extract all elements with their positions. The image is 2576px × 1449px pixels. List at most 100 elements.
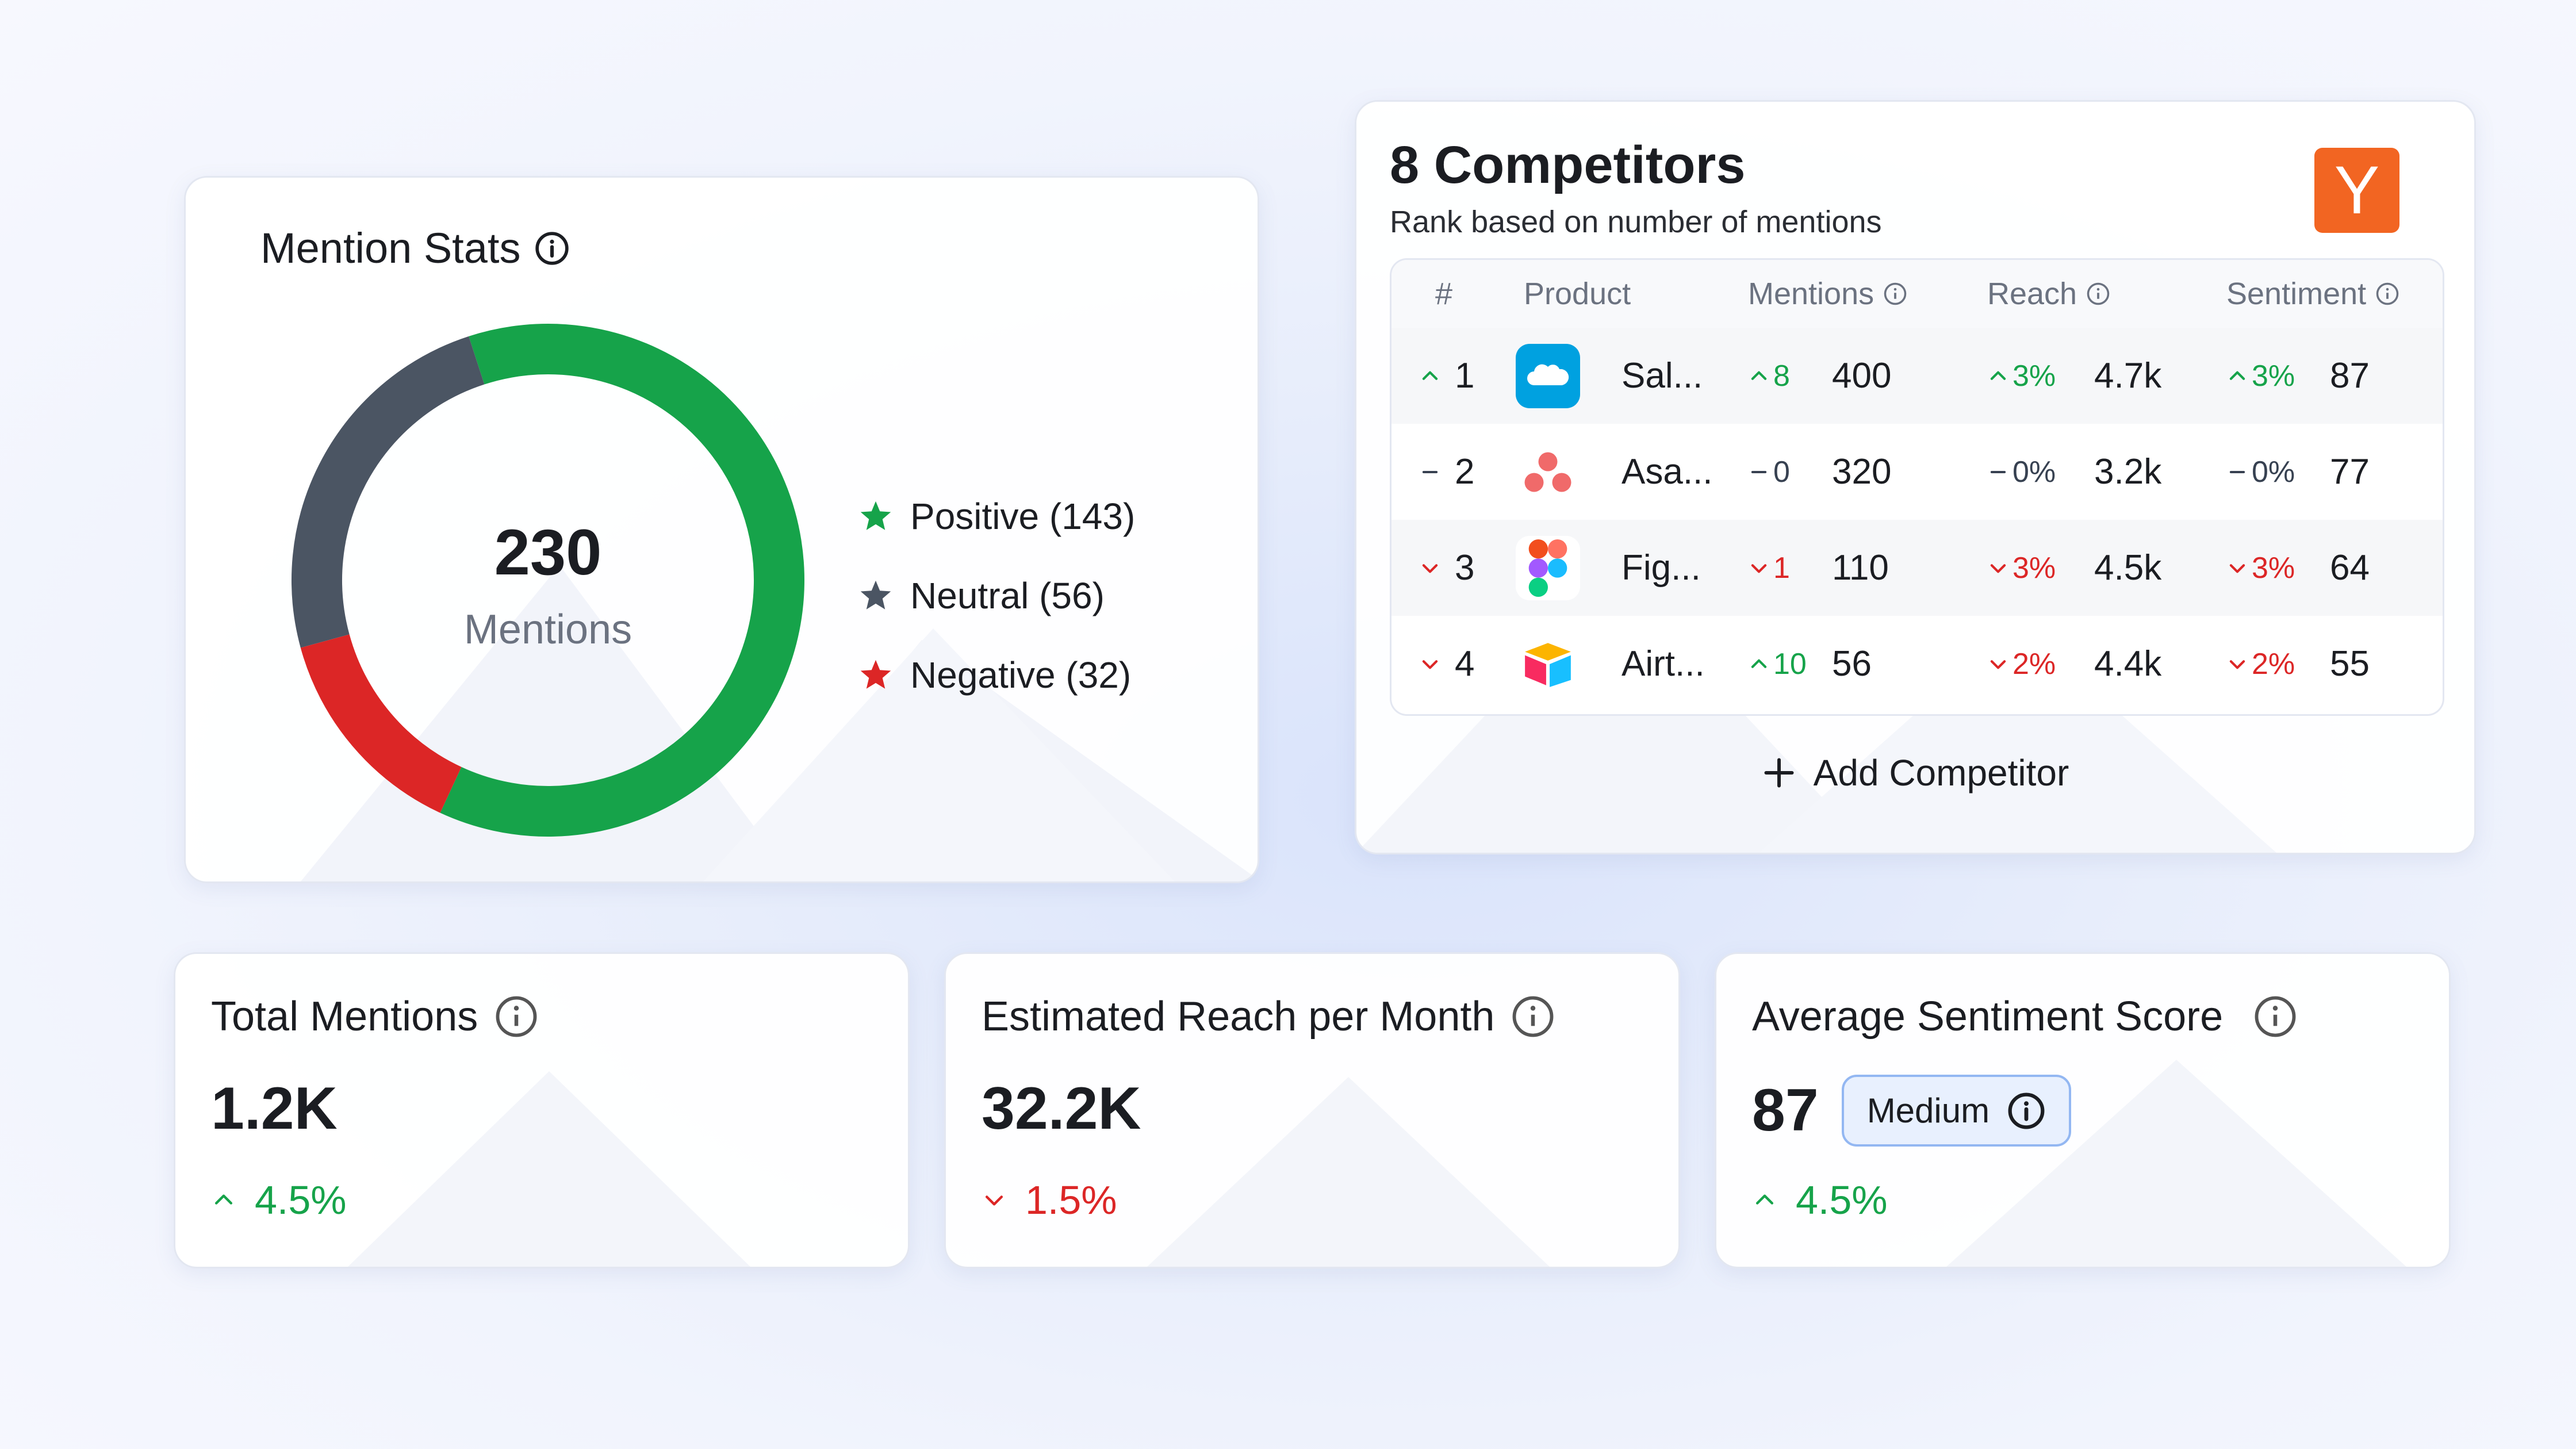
table-row[interactable]: 2 Asa... 0 320 0% 3.2k 0% 77 (1392, 424, 2443, 520)
table-row[interactable]: 1 Sal... 8 400 3% 4.7k 3% 87 (1392, 328, 2443, 424)
salesforce-logo-icon (1516, 343, 1580, 408)
dash-icon (1990, 470, 2006, 473)
product-logo (1516, 328, 1580, 424)
sentiment-value: 87 (2330, 356, 2370, 396)
sentiment-value-cell: 55 (2330, 616, 2370, 712)
chevron-up-icon (1751, 371, 1767, 380)
rank-cell: 1 (1419, 328, 1474, 424)
mentions-cell: 10 (1748, 616, 1807, 712)
info-icon[interactable] (534, 231, 570, 266)
airtable-logo-icon (1516, 631, 1580, 696)
sentiment-cell: 3% (2226, 520, 2295, 616)
mentions-value: 110 (1832, 548, 1889, 588)
mention-stats-title-text: Mention Stats (260, 224, 521, 272)
chevron-up-icon (2229, 371, 2245, 380)
average-sentiment-title-text: Average Sentiment Score (1752, 994, 2224, 1040)
sentiment-value: 64 (2330, 548, 2370, 588)
table-row[interactable]: 3 Fig... 1 110 3% 4.5k 3% 64 (1392, 520, 2443, 616)
product-name-text: Fig... (1621, 548, 1701, 588)
product-name-text: Airt... (1621, 644, 1705, 684)
sentiment-cell: 3% (2226, 328, 2295, 424)
rank-value: 1 (1455, 356, 1475, 396)
legend-positive: Positive (143) (858, 477, 1135, 556)
chevron-down-icon (1422, 660, 1438, 669)
info-icon[interactable] (1511, 994, 1555, 1039)
donut-total: 230 (494, 516, 602, 588)
sentiment-level-label: Medium (1866, 1091, 1990, 1130)
rank-cell: 2 (1419, 424, 1474, 520)
reach-trend: 0% (1987, 455, 2056, 489)
reach-cell: 3% (1987, 520, 2056, 616)
chevron-down-icon (2229, 660, 2245, 669)
sentiment-delta: 0% (2252, 455, 2295, 489)
add-competitor-label: Add Competitor (1813, 752, 2069, 793)
chevron-up-icon (1755, 1194, 1774, 1205)
rank-trend (1419, 653, 1441, 675)
sentiment-trend: 3% (2226, 551, 2295, 585)
header-mentions: Mentions (1748, 260, 1907, 328)
reach-trend: 3% (1987, 359, 2056, 393)
average-sentiment-value: 87 (1752, 1077, 1819, 1144)
mentions-delta: 10 (1773, 647, 1807, 681)
estimated-reach-title: Estimated Reach per Month (982, 993, 1555, 1040)
header-product: Product (1524, 260, 1631, 328)
total-mentions-card: Total Mentions 1.2K 4.5% (174, 952, 910, 1268)
chevron-down-icon (2229, 564, 2245, 573)
info-icon[interactable] (2375, 282, 2399, 306)
sentiment-cell: 2% (2226, 616, 2295, 712)
background-mountains (1147, 1077, 1550, 1267)
reach-value-cell: 4.7k (2094, 328, 2161, 424)
table-row[interactable]: 4 Airt... 10 56 2% 4.4k 2% 55 (1392, 616, 2443, 712)
reach-delta: 0% (2012, 455, 2056, 489)
add-competitor-button[interactable]: Add Competitor (1356, 752, 2474, 794)
info-icon[interactable] (2007, 1091, 2046, 1130)
mentions-cell: 8 (1748, 328, 1790, 424)
reach-cell: 2% (1987, 616, 2056, 712)
info-icon[interactable] (1883, 282, 1907, 306)
chevron-up-icon (214, 1194, 233, 1205)
legend-negative: Negative (32) (858, 635, 1135, 715)
mentions-cell: 1 (1748, 520, 1790, 616)
reach-trend: 2% (1987, 647, 2056, 681)
mentions-value: 56 (1832, 644, 1872, 684)
estimated-reach-value: 32.2K (982, 1075, 1141, 1142)
total-mentions-change: 4.5% (211, 1177, 347, 1223)
reach-cell: 3% (1987, 328, 2056, 424)
estimated-reach-title-text: Estimated Reach per Month (982, 994, 1495, 1040)
header-rank-label: # (1435, 277, 1453, 311)
background-mountains (348, 1071, 750, 1267)
rank-cell: 4 (1419, 616, 1474, 712)
mentions-delta: 1 (1773, 551, 1790, 585)
header-reach-label: Reach (1987, 277, 2077, 311)
competitors-card: 8 Competitors Rank based on number of me… (1355, 100, 2476, 854)
sentiment-trend: 2% (2226, 647, 2295, 681)
donut-total-label: Mentions (464, 607, 632, 653)
rank-value: 4 (1455, 644, 1475, 684)
product-name: Asa... (1621, 424, 1713, 520)
sentiment-trend: 0% (2226, 455, 2295, 489)
product-name: Fig... (1621, 520, 1701, 616)
info-icon[interactable] (2253, 994, 2298, 1039)
header-mentions-label: Mentions (1748, 277, 1874, 311)
sentiment-value-cell: 87 (2330, 328, 2370, 424)
reach-cell: 0% (1987, 424, 2056, 520)
estimated-reach-change-value: 1.5% (1025, 1178, 1117, 1222)
star-icon (860, 660, 891, 689)
info-icon[interactable] (2086, 282, 2110, 306)
average-sentiment-change: 4.5% (1752, 1177, 1888, 1223)
mention-stats-card: Mention Stats 230 Mentions Positive (143… (184, 176, 1259, 883)
product-name: Airt... (1621, 616, 1705, 712)
product-logo (1516, 424, 1580, 520)
y-logo-letter: Y (2334, 152, 2380, 228)
table-header: # Product Mentions Reach Sentiment (1392, 260, 2443, 328)
sentiment-delta: 3% (2252, 551, 2295, 585)
rank-trend (1419, 557, 1441, 579)
reach-value-cell: 4.5k (2094, 520, 2161, 616)
dash-icon (1422, 470, 1438, 473)
mentions-trend: 10 (1748, 647, 1807, 681)
average-sentiment-card: Average Sentiment Score 87 Medium 4.5% (1715, 952, 2451, 1268)
sentiment-level-badge[interactable]: Medium (1841, 1075, 2072, 1147)
mentions-value: 320 (1832, 452, 1892, 492)
info-icon[interactable] (494, 994, 539, 1039)
mentions-value-cell: 110 (1832, 520, 1889, 616)
